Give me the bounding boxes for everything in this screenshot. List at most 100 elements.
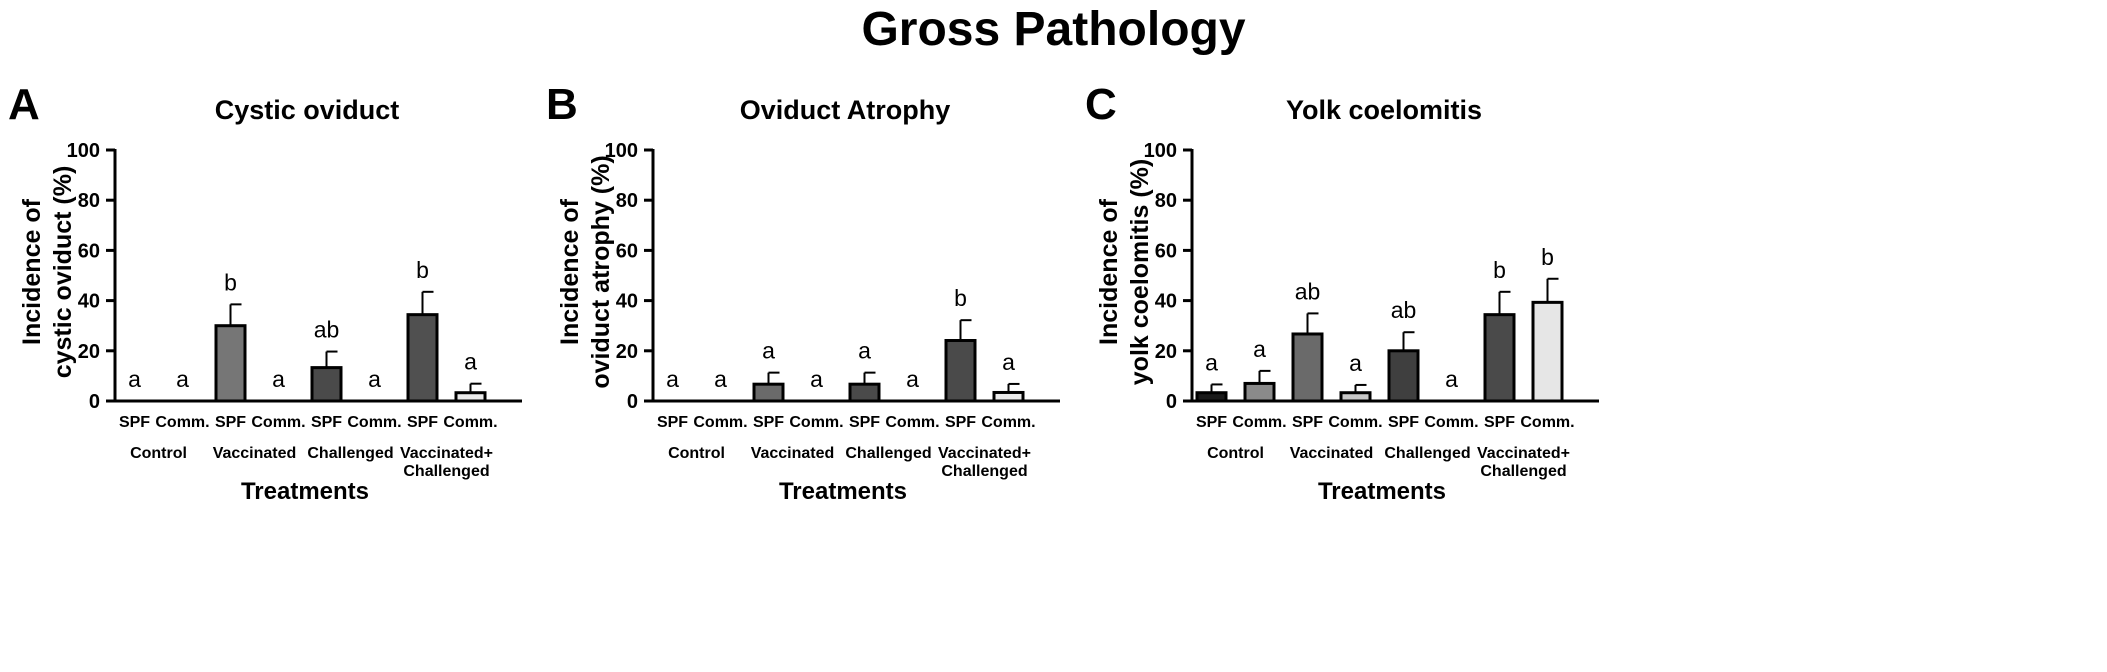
panel-title: Yolk coelomitis <box>1285 95 1483 125</box>
y-tick-label: 0 <box>627 391 638 413</box>
significance-label: b <box>224 269 237 295</box>
category-label: Comm. <box>155 414 209 431</box>
category-label: Comm. <box>347 414 401 431</box>
panel-a-cystic-oviduct: A Cystic oviduct Incidence of cystic ovid… <box>0 70 700 670</box>
bar <box>406 313 439 403</box>
category-label: SPF <box>1292 414 1323 431</box>
y-tick-label: 100 <box>605 140 638 162</box>
significance-label: a <box>1349 350 1362 376</box>
x-axis-label: Treatments <box>1317 478 1447 505</box>
significance-label: a <box>714 366 727 392</box>
category-label: SPF <box>753 414 784 431</box>
bar <box>1339 391 1372 403</box>
panel-b-oviduct-atrophy: B Oviduct Atrophy Incidence of oviduct at… <box>538 70 1238 670</box>
bar <box>1291 332 1324 403</box>
group-label: Challenged <box>845 445 931 462</box>
bar-chart: 020406080100aSPFaComm.bSPFaComm.abSPFaCo… <box>67 140 522 480</box>
significance-label: b <box>1493 257 1506 283</box>
group-label: Challenged <box>1480 463 1566 480</box>
panel-c-yolk-coelomitis: C Yolk coelomitis Incidence of yolk coelo… <box>1077 70 1777 670</box>
significance-label: a <box>176 366 189 392</box>
y-tick-label: 20 <box>78 341 100 363</box>
significance-label: a <box>1205 349 1218 375</box>
significance-label: a <box>128 366 141 392</box>
y-tick-label: 20 <box>616 341 638 363</box>
category-label: Comm. <box>443 414 497 431</box>
y-tick-label: 100 <box>67 140 100 162</box>
category-label: SPF <box>1388 414 1419 431</box>
category-label: SPF <box>657 414 688 431</box>
y-tick-label: 0 <box>1166 391 1177 413</box>
category-label: SPF <box>945 414 976 431</box>
significance-label: b <box>954 285 967 311</box>
bar-chart: 0 20 40 60 80 100 a SPF a Comm. a SPF a Comm. a SPF a Com… <box>605 140 1060 480</box>
y-tick-label: 40 <box>616 291 638 313</box>
y-tick-label: 40 <box>78 291 100 313</box>
significance-label: ab <box>314 317 340 343</box>
significance-label: a <box>1002 349 1015 375</box>
category-label: Comm. <box>981 414 1035 431</box>
y-tick-label: 60 <box>1155 240 1177 262</box>
significance-label: a <box>906 366 919 392</box>
panel-title: Cystic oviduct <box>214 95 400 125</box>
significance-label: a <box>272 366 285 392</box>
figure-title: Gross Pathology <box>861 3 1246 56</box>
bar <box>1195 391 1228 403</box>
significance-label: b <box>416 257 429 283</box>
category-label: Comm. <box>251 414 305 431</box>
x-axis-label: Treatments <box>240 478 370 505</box>
group-label: Vaccinated+ <box>1477 445 1570 462</box>
y-tick-label: 80 <box>78 190 100 212</box>
group-label: Vaccinated+ <box>938 445 1031 462</box>
y-tick-label: 0 <box>89 391 100 413</box>
category-label: SPF <box>1196 414 1227 431</box>
y-tick-label: 40 <box>1155 291 1177 313</box>
group-label: Vaccinated <box>751 445 835 462</box>
y-tick-label: 80 <box>1155 190 1177 212</box>
group-label: Challenged <box>941 463 1027 480</box>
y-tick-label: 60 <box>616 240 638 262</box>
category-label: Comm. <box>1424 414 1478 431</box>
bar <box>1243 381 1276 403</box>
group-label: Vaccinated+ <box>400 445 493 462</box>
significance-label: ab <box>1391 297 1417 323</box>
group-label: Control <box>130 445 187 462</box>
group-label: Challenged <box>403 463 489 480</box>
group-label: Vaccinated <box>213 445 297 462</box>
group-label: Control <box>668 445 725 462</box>
group-label: Control <box>1207 445 1264 462</box>
significance-label: a <box>1253 336 1266 362</box>
category-label: Comm. <box>1520 414 1574 431</box>
significance-label: a <box>368 366 381 392</box>
significance-label: a <box>858 338 871 364</box>
group-label: Vaccinated <box>1290 445 1374 462</box>
category-label: Comm. <box>885 414 939 431</box>
significance-label: a <box>666 366 679 392</box>
significance-label: ab <box>1295 278 1321 304</box>
y-tick-label: 20 <box>1155 341 1177 363</box>
category-label: SPF <box>119 414 150 431</box>
significance-label: a <box>762 338 775 364</box>
bar <box>214 324 247 403</box>
group-label: Challenged <box>1384 445 1470 462</box>
category-label: SPF <box>407 414 438 431</box>
significance-label: a <box>464 349 477 375</box>
panel-letter: A <box>8 80 40 129</box>
y-tick-label: 60 <box>78 240 100 262</box>
bar <box>992 390 1025 403</box>
bar-chart: 0 20 40 60 80 100 a SPF a Comm. ab SPF a Comm. ab SPF a C… <box>1144 140 1599 480</box>
panel-letter: C <box>1085 80 1117 129</box>
bar <box>1483 313 1516 403</box>
bar <box>1531 300 1564 403</box>
category-label: Comm. <box>789 414 843 431</box>
x-axis-label: Treatments <box>778 478 908 505</box>
bar <box>1387 349 1420 403</box>
bar <box>944 339 977 403</box>
category-label: SPF <box>849 414 880 431</box>
category-label: SPF <box>311 414 342 431</box>
significance-label: b <box>1541 244 1554 270</box>
y-tick-label: 100 <box>1144 140 1177 162</box>
bar <box>752 382 785 403</box>
panel-title: Oviduct Atrophy <box>739 95 951 125</box>
significance-label: a <box>1445 366 1458 392</box>
